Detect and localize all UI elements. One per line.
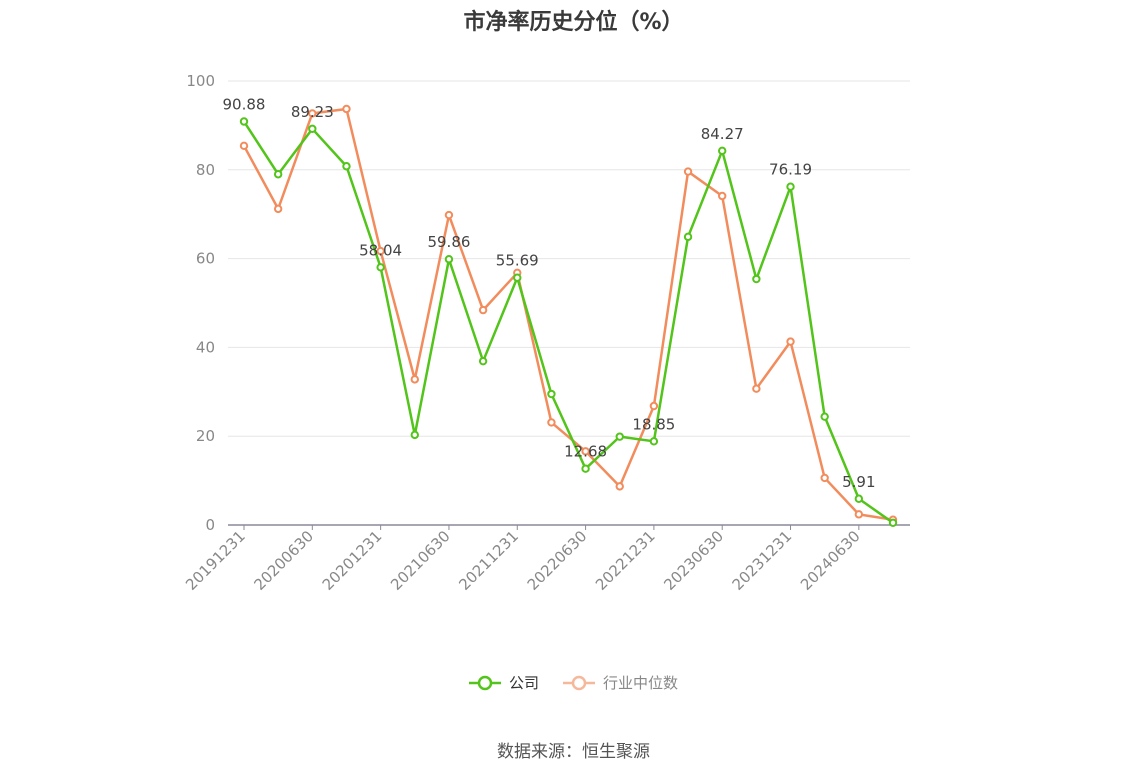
y-tick-label: 0 bbox=[205, 516, 215, 534]
data-label: 89.23 bbox=[291, 103, 334, 121]
data-point bbox=[820, 473, 829, 483]
data-point bbox=[513, 273, 522, 282]
data-point bbox=[444, 210, 454, 220]
x-tick-label: 20230630 bbox=[660, 527, 727, 594]
data-label: 12.68 bbox=[564, 443, 607, 461]
data-point bbox=[683, 232, 693, 242]
data-label: 76.19 bbox=[769, 161, 812, 179]
data-point bbox=[615, 432, 624, 441]
chart-title: 市净率历史分位（%） bbox=[463, 10, 684, 35]
data-point bbox=[410, 375, 419, 384]
data-point bbox=[786, 182, 795, 191]
data-point bbox=[649, 437, 659, 446]
data-point bbox=[478, 356, 488, 366]
data-point bbox=[752, 384, 761, 393]
data-point bbox=[376, 263, 385, 272]
data-point bbox=[273, 170, 283, 179]
data-label: 55.69 bbox=[496, 252, 539, 270]
y-tick-label: 20 bbox=[196, 427, 215, 445]
x-tick-label: 20200630 bbox=[250, 527, 317, 594]
data-point bbox=[547, 389, 556, 399]
x-tick-label: 20191231 bbox=[182, 527, 249, 594]
data-point bbox=[854, 510, 864, 519]
legend-marker-industry-icon bbox=[563, 675, 595, 690]
x-tick-label: 20201231 bbox=[319, 527, 386, 594]
data-point bbox=[308, 109, 317, 118]
x-tick-label: 20240630 bbox=[797, 527, 864, 594]
data-point bbox=[718, 146, 727, 156]
data-point bbox=[581, 447, 590, 456]
data-point bbox=[239, 117, 249, 126]
y-tick-label: 40 bbox=[196, 338, 215, 356]
legend-label-industry-median: 行业中位数 bbox=[603, 674, 679, 692]
x-tick-label: 20221231 bbox=[592, 527, 659, 594]
data-point bbox=[308, 124, 317, 134]
legend-item-industry-median[interactable]: 行业中位数 bbox=[563, 672, 678, 693]
data-point bbox=[888, 518, 898, 527]
data-point bbox=[376, 246, 385, 256]
data-point bbox=[547, 418, 556, 427]
data-label: 84.27 bbox=[701, 125, 744, 143]
legend-marker-company-icon bbox=[468, 675, 501, 690]
x-tick-label: 20231231 bbox=[729, 527, 796, 594]
data-point bbox=[649, 401, 659, 411]
legend-item-company[interactable]: 公司 bbox=[468, 672, 539, 693]
chart-legend: 公司 行业中位数 bbox=[0, 672, 1147, 693]
data-point bbox=[718, 191, 727, 201]
data-label: 59.86 bbox=[427, 233, 470, 251]
data-source-note: 数据来源：恒生聚源 bbox=[497, 742, 650, 762]
data-point bbox=[683, 167, 693, 176]
x-tick-label: 20211231 bbox=[455, 527, 522, 594]
data-label: 90.88 bbox=[223, 95, 266, 113]
legend-label-company: 公司 bbox=[508, 674, 539, 692]
y-tick-label: 60 bbox=[196, 250, 215, 268]
x-tick-label: 20210630 bbox=[387, 527, 454, 594]
data-point bbox=[410, 430, 419, 440]
data-point bbox=[239, 141, 249, 151]
data-label: 58.04 bbox=[359, 241, 402, 259]
series-line-company bbox=[242, 120, 894, 524]
data-point bbox=[752, 274, 761, 284]
data-point bbox=[820, 412, 829, 421]
data-label: 18.85 bbox=[632, 415, 675, 433]
data-point bbox=[786, 337, 795, 346]
data-label: 5.91 bbox=[842, 473, 875, 491]
series-line-industry-median bbox=[242, 107, 894, 521]
data-point bbox=[615, 482, 624, 491]
x-tick-label: 20220630 bbox=[524, 527, 591, 594]
data-point bbox=[273, 204, 283, 214]
data-point bbox=[854, 494, 864, 503]
y-tick-label: 100 bbox=[186, 72, 215, 90]
data-point bbox=[342, 162, 351, 171]
data-point bbox=[478, 305, 488, 315]
data-point bbox=[581, 464, 590, 473]
y-tick-label: 80 bbox=[196, 161, 215, 179]
data-point bbox=[342, 104, 351, 114]
data-point bbox=[444, 255, 454, 264]
